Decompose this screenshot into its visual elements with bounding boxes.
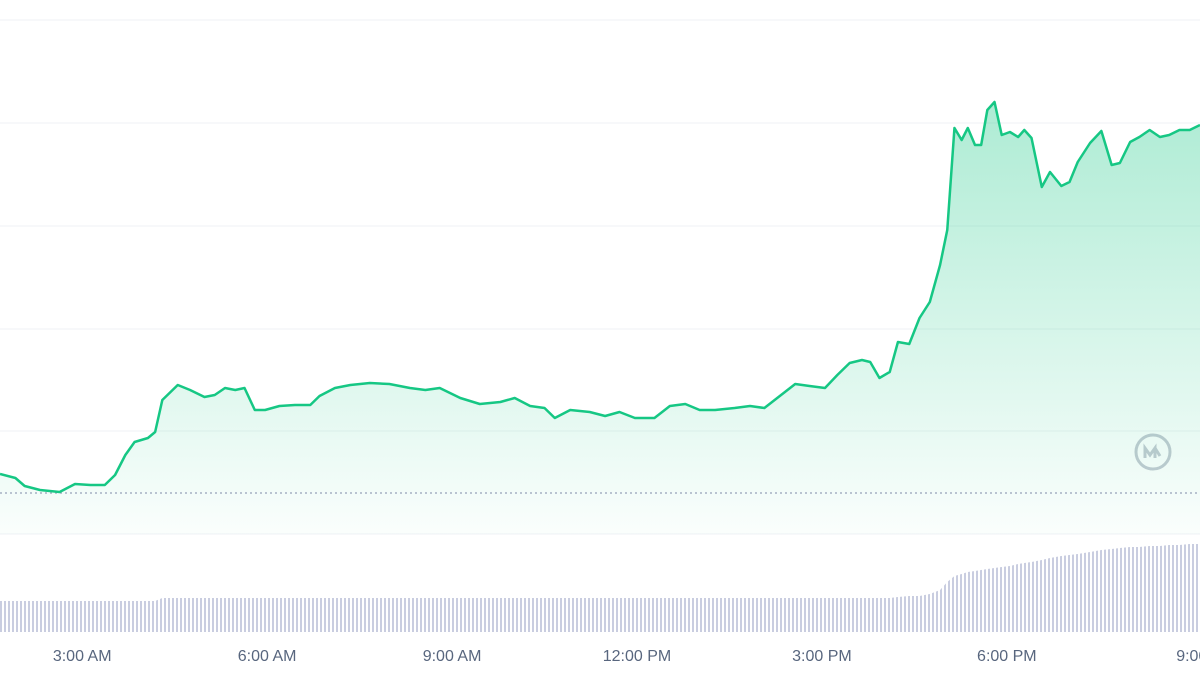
x-tick-label: 6:00 AM [238,648,297,665]
x-tick-label: 6:00 PM [977,648,1037,665]
x-tick-label: 12:00 PM [603,648,671,665]
volume-area [0,544,1200,632]
x-tick-label: 3:00 PM [792,648,852,665]
x-tick-label: 9:00 AM [423,648,482,665]
price-line [0,100,1200,494]
x-tick-label: 3:00 AM [53,648,112,665]
price-area [0,102,1200,534]
x-tick-label: 9:00 [1176,648,1200,665]
